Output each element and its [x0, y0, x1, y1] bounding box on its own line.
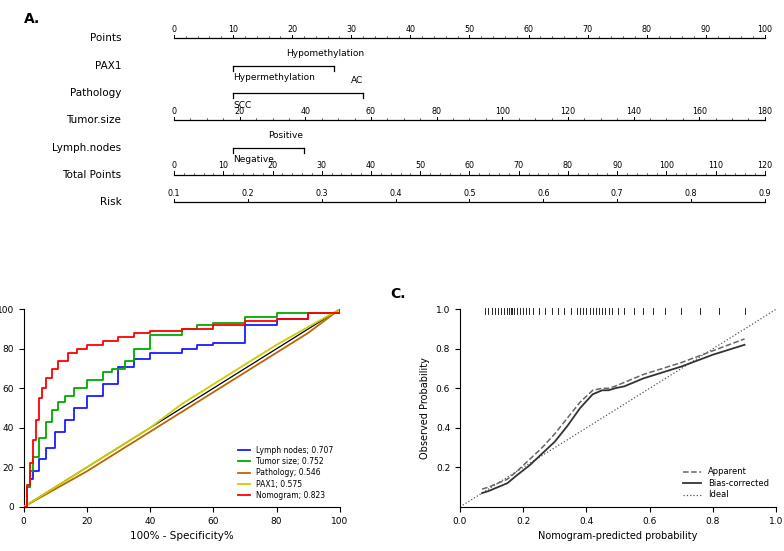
Text: Total Points: Total Points	[62, 170, 122, 180]
Text: 100: 100	[495, 107, 510, 116]
Text: 100: 100	[659, 161, 674, 170]
Text: 0.5: 0.5	[463, 188, 476, 198]
Text: 80: 80	[642, 25, 652, 34]
Text: 40: 40	[405, 25, 416, 34]
X-axis label: 100% - Specificity%: 100% - Specificity%	[130, 531, 234, 541]
X-axis label: Nomogram-predicted probability: Nomogram-predicted probability	[539, 531, 698, 541]
Text: Positive: Positive	[269, 131, 303, 140]
Text: Tumor.size: Tumor.size	[67, 115, 122, 125]
Text: 60: 60	[464, 161, 474, 170]
Text: SCC: SCC	[233, 101, 252, 110]
Text: 0.9: 0.9	[759, 188, 771, 198]
Text: Risk: Risk	[100, 197, 122, 207]
Text: 60: 60	[366, 107, 376, 116]
Text: 0: 0	[172, 161, 176, 170]
Text: Hypermethylation: Hypermethylation	[233, 73, 315, 82]
Text: Points: Points	[90, 34, 122, 44]
Text: Negative: Negative	[233, 155, 274, 164]
Text: 120: 120	[561, 107, 575, 116]
Text: Hypomethylation: Hypomethylation	[286, 49, 365, 58]
Text: Lymph.nodes: Lymph.nodes	[53, 143, 122, 153]
Text: 60: 60	[524, 25, 534, 34]
Text: 0.7: 0.7	[611, 188, 623, 198]
Text: 40: 40	[300, 107, 310, 116]
Legend: Apparent, Bias-corrected, Ideal: Apparent, Bias-corrected, Ideal	[679, 464, 772, 503]
Text: 140: 140	[626, 107, 641, 116]
Text: Pathology: Pathology	[70, 88, 122, 98]
Legend: Lymph nodes; 0.707, Tumor size; 0.752, Pathology; 0.546, PAX1; 0.575, Nomogram; : Lymph nodes; 0.707, Tumor size; 0.752, P…	[235, 443, 336, 503]
Text: 20: 20	[234, 107, 245, 116]
Text: 30: 30	[317, 161, 327, 170]
Text: 100: 100	[757, 25, 772, 34]
Text: 70: 70	[583, 25, 593, 34]
Text: 50: 50	[416, 161, 425, 170]
Text: PAX1: PAX1	[95, 61, 122, 71]
Text: 110: 110	[708, 161, 723, 170]
Y-axis label: Observed Probability: Observed Probability	[420, 357, 430, 459]
Text: 0.2: 0.2	[241, 188, 254, 198]
Text: 20: 20	[287, 25, 297, 34]
Text: 80: 80	[432, 107, 441, 116]
Text: 30: 30	[347, 25, 356, 34]
Text: 50: 50	[464, 25, 474, 34]
Text: 120: 120	[757, 161, 772, 170]
Text: 40: 40	[366, 161, 376, 170]
Text: AC: AC	[351, 77, 364, 85]
Text: 0.4: 0.4	[390, 188, 402, 198]
Text: 70: 70	[514, 161, 524, 170]
Text: C.: C.	[390, 287, 406, 301]
Text: 10: 10	[228, 25, 238, 34]
Text: 0.8: 0.8	[684, 188, 697, 198]
Text: 0: 0	[172, 25, 176, 34]
Text: 160: 160	[691, 107, 706, 116]
Text: 10: 10	[218, 161, 228, 170]
Text: 80: 80	[563, 161, 573, 170]
Text: 0.6: 0.6	[537, 188, 550, 198]
Text: 90: 90	[701, 25, 711, 34]
Text: 0.3: 0.3	[315, 188, 328, 198]
Text: 0: 0	[172, 107, 176, 116]
Text: 90: 90	[612, 161, 622, 170]
Text: 0.1: 0.1	[168, 188, 180, 198]
Text: A.: A.	[24, 13, 40, 26]
Text: 180: 180	[757, 107, 772, 116]
Text: 20: 20	[267, 161, 278, 170]
